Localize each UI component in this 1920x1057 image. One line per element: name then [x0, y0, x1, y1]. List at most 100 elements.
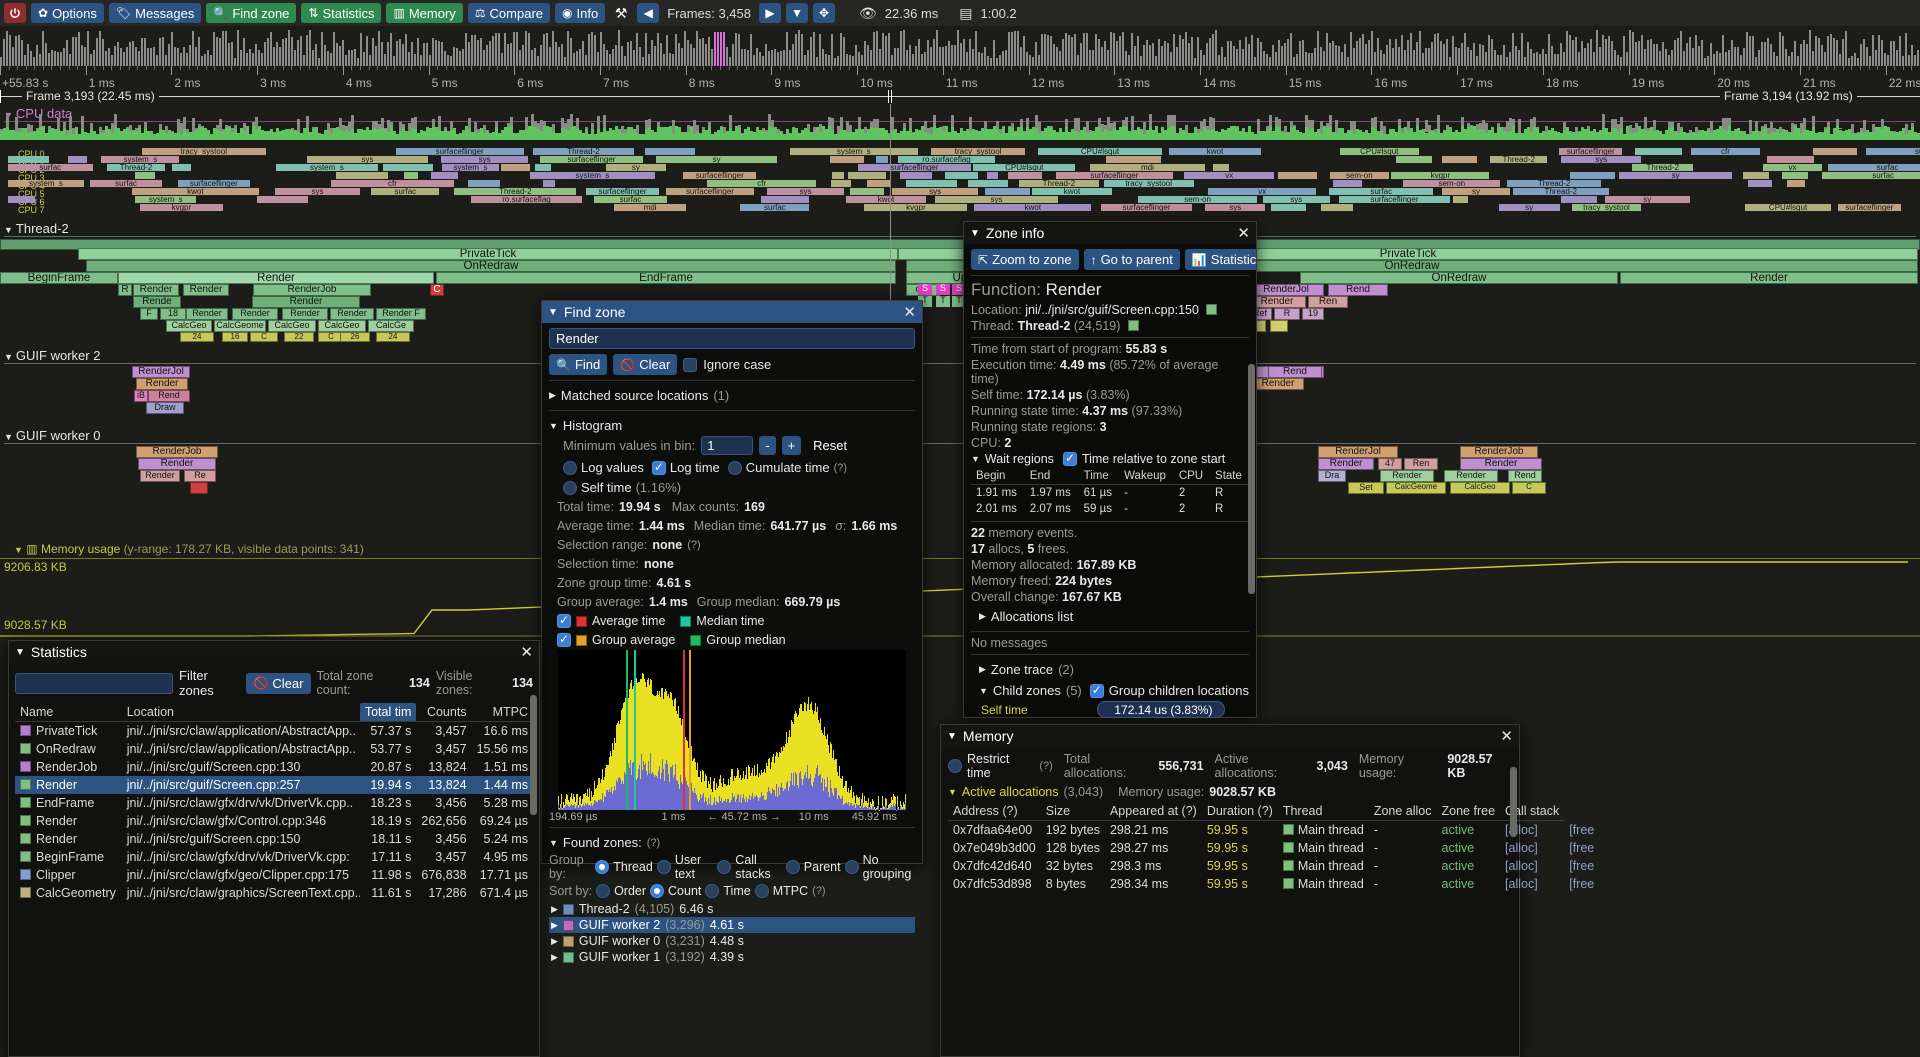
- timeline-zone[interactable]: Render: [252, 296, 360, 308]
- frame-bar[interactable]: [60, 51, 62, 66]
- frame-bar[interactable]: [1266, 54, 1268, 66]
- timeline-block[interactable]: [1485, 132, 1488, 140]
- go-to-parent-button[interactable]: ↑ Go to parent: [1083, 249, 1180, 270]
- frame-bar[interactable]: [573, 53, 575, 66]
- timeline-block[interactable]: [1341, 127, 1344, 140]
- child-zone-row[interactable]: Self time 172.14 us (3.83%): [971, 701, 1249, 718]
- location-cell[interactable]: jni/../jni/src/guif/Screen.cpp:257: [121, 776, 360, 794]
- frame-bar[interactable]: [1917, 49, 1919, 66]
- timeline-block[interactable]: [1213, 164, 1230, 171]
- frame-bar[interactable]: [1635, 42, 1637, 66]
- timeline-block[interactable]: [1893, 130, 1896, 134]
- frame-bar[interactable]: [300, 35, 302, 66]
- timeline-block[interactable]: [138, 128, 141, 140]
- timeline-block[interactable]: [1170, 115, 1173, 127]
- timeline-block[interactable]: [141, 132, 144, 140]
- timeline-block[interactable]: [1551, 128, 1554, 140]
- frame-bar[interactable]: [513, 31, 515, 66]
- frame-label[interactable]: Frame 3,194 (13.92 ms): [1720, 89, 1857, 103]
- timeline-block[interactable]: [1698, 130, 1701, 131]
- timeline-block[interactable]: [850, 188, 885, 195]
- frame-bar[interactable]: [669, 53, 671, 66]
- frame-bar[interactable]: [1347, 57, 1349, 66]
- frame-bar[interactable]: [1581, 41, 1583, 66]
- frame-bar[interactable]: [1143, 44, 1145, 66]
- frame-bar[interactable]: [1188, 43, 1190, 66]
- frame-bar[interactable]: [1476, 55, 1478, 66]
- timeline-block[interactable]: [1755, 130, 1758, 140]
- wait-regions-label[interactable]: Wait regions: [984, 452, 1054, 466]
- frame-bar[interactable]: [432, 37, 434, 66]
- timeline-block[interactable]: [1086, 120, 1089, 133]
- frame-bar[interactable]: [786, 31, 788, 66]
- timeline-block[interactable]: [240, 127, 243, 140]
- frame-bar[interactable]: [1680, 30, 1682, 66]
- timeline-block[interactable]: [1479, 123, 1482, 130]
- column-header[interactable]: State: [1210, 468, 1249, 485]
- timeline-block[interactable]: [561, 118, 564, 129]
- restrict-time-hint[interactable]: (?): [1039, 760, 1053, 772]
- frame-bar[interactable]: [1413, 50, 1415, 66]
- timeline-block[interactable]: [942, 125, 945, 132]
- address-cell[interactable]: 0x7e049b3d00: [953, 841, 1036, 855]
- timeline-block[interactable]: [591, 123, 594, 129]
- timeline-zone[interactable]: Render: [1444, 470, 1498, 482]
- frame-bar[interactable]: [873, 31, 875, 66]
- timeline-block[interactable]: [1227, 128, 1230, 140]
- call-stack-free-cell[interactable]: [free: [1569, 841, 1595, 855]
- frame-bar[interactable]: [837, 56, 839, 66]
- frame-bar[interactable]: [900, 31, 902, 66]
- timeline-block[interactable]: [978, 130, 981, 140]
- timeline-block[interactable]: [924, 132, 927, 140]
- frame-bar[interactable]: [1530, 49, 1532, 66]
- frame-bar[interactable]: [1131, 32, 1133, 66]
- timeline-block[interactable]: [1518, 133, 1521, 140]
- timeline-block[interactable]: [1548, 129, 1551, 140]
- frame-bar[interactable]: [111, 55, 113, 66]
- timeline-block[interactable]: [1748, 180, 1772, 187]
- timeline-block[interactable]: [1218, 131, 1221, 140]
- timeline-zone[interactable]: 24: [180, 332, 214, 342]
- timeline-zone[interactable]: Render: [330, 308, 374, 320]
- timeline-block[interactable]: [1284, 133, 1287, 140]
- timeline-block[interactable]: [564, 128, 567, 140]
- timeline-block[interactable]: vx: [1184, 172, 1275, 179]
- timeline-block[interactable]: [498, 133, 501, 140]
- sort-by-count-radio[interactable]: [650, 884, 665, 898]
- timeline-block[interactable]: [1152, 130, 1155, 140]
- timeline-block[interactable]: [588, 133, 591, 140]
- timeline-block[interactable]: [1845, 129, 1848, 140]
- frame-bar[interactable]: [690, 43, 692, 66]
- frame-bar[interactable]: [1371, 31, 1373, 66]
- timeline-block[interactable]: [1089, 130, 1092, 132]
- frame-bar[interactable]: [1881, 40, 1883, 66]
- timeline-block[interactable]: [1269, 115, 1272, 127]
- frame-bar[interactable]: [633, 50, 635, 66]
- frame-bar[interactable]: [831, 34, 833, 66]
- timeline-block[interactable]: [873, 127, 876, 140]
- timeline-block[interactable]: [741, 133, 744, 140]
- timeline-zone[interactable]: C: [430, 284, 444, 296]
- frame-bar[interactable]: [318, 57, 320, 66]
- frame-bar[interactable]: [1176, 46, 1178, 66]
- timeline-block[interactable]: [1149, 113, 1152, 128]
- timeline-block[interactable]: [1221, 128, 1224, 140]
- timeline-zone[interactable]: RenderJob: [253, 284, 371, 296]
- frame-bar[interactable]: [1623, 35, 1625, 66]
- timeline-block[interactable]: [1452, 132, 1455, 140]
- frame-bar[interactable]: [534, 47, 536, 66]
- frame-bar[interactable]: [825, 54, 827, 66]
- column-header[interactable]: MTPC: [471, 703, 533, 722]
- frame-bar[interactable]: [237, 30, 239, 66]
- frame-bar[interactable]: [87, 30, 89, 66]
- timeline-zone[interactable]: RenderJob: [1460, 446, 1538, 458]
- timeline-block[interactable]: [252, 121, 255, 127]
- timeline-block[interactable]: [102, 133, 105, 140]
- frame-bar[interactable]: [600, 32, 602, 66]
- frame-bar[interactable]: [384, 54, 386, 66]
- frame-bar[interactable]: [339, 45, 341, 66]
- timeline-block[interactable]: [81, 128, 84, 140]
- timeline-block[interactable]: [1725, 131, 1728, 140]
- timeline-zone[interactable]: iB: [134, 390, 148, 402]
- timeline-block[interactable]: [702, 127, 705, 131]
